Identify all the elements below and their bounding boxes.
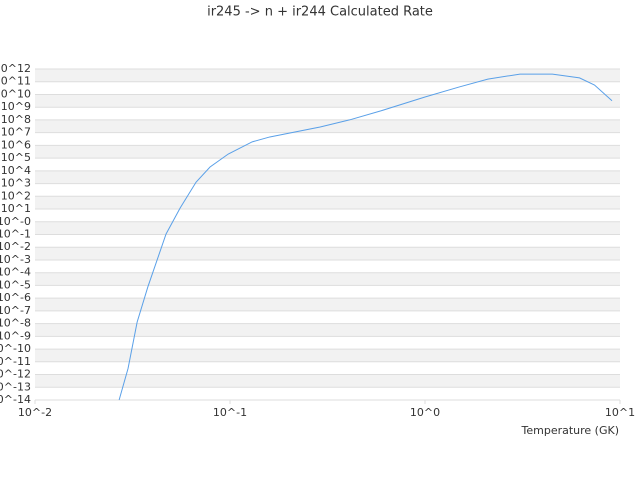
y-tick-label: 10^10 <box>0 87 31 100</box>
y-tick-label: 10^-2 <box>0 240 31 253</box>
grid-band <box>35 349 620 362</box>
grid-band <box>35 298 620 311</box>
y-tick-label: 10^6 <box>1 138 31 151</box>
grid-band <box>35 69 620 82</box>
y-tick-label: 10^3 <box>1 177 31 190</box>
y-tick-label: 10^-14 <box>0 393 31 406</box>
grid-band <box>35 196 620 210</box>
y-tick-label: 10^-5 <box>0 278 31 291</box>
y-tick-label: 10^-12 <box>0 368 31 381</box>
grid-band <box>35 374 620 388</box>
y-tick-label: 10^2 <box>1 189 31 202</box>
y-tick-label: 10^9 <box>1 100 31 113</box>
y-tick-label: 10^-0 <box>0 215 31 228</box>
y-tick-label: 10^1 <box>1 202 31 215</box>
grid-band <box>35 221 620 235</box>
y-tick-label: 10^-8 <box>0 317 31 330</box>
grid-band <box>35 119 620 133</box>
x-tick-label: 10^-1 <box>213 406 247 419</box>
y-tick-label: 10^-10 <box>0 342 31 355</box>
y-tick-label: 10^5 <box>1 151 31 164</box>
x-axis-label: Temperature (GK) <box>521 424 620 437</box>
y-tick-label: 10^-6 <box>0 291 31 304</box>
x-tick-label: 10^0 <box>410 406 440 419</box>
x-tick-label: 10^-2 <box>18 406 52 419</box>
y-tick-label: 10^7 <box>1 126 31 139</box>
y-tick-label: 10^-11 <box>0 355 31 368</box>
y-tick-label: 10^8 <box>1 113 31 126</box>
y-tick-label: 10^4 <box>1 164 31 177</box>
y-tick-label: 10^-7 <box>0 304 31 317</box>
y-tick-label: 10^-9 <box>0 329 31 342</box>
grid-band <box>35 170 620 184</box>
grid-band <box>35 272 620 286</box>
y-tick-label: 10^-1 <box>0 228 31 241</box>
y-tick-label: 10^12 <box>0 62 31 75</box>
x-tick-label: 10^1 <box>605 406 635 419</box>
chart-title: ir245 -> n + ir244 Calculated Rate <box>207 5 433 20</box>
grid-band <box>35 145 620 159</box>
y-tick-label: 10^11 <box>0 75 31 88</box>
rate-line <box>118 73 613 401</box>
y-tick-label: 10^-13 <box>0 380 31 393</box>
grid-band <box>35 247 620 260</box>
grid-band <box>35 323 620 337</box>
y-tick-label: 10^-4 <box>0 266 31 279</box>
y-tick-label: 10^-3 <box>0 253 31 266</box>
grid-band <box>35 94 620 108</box>
